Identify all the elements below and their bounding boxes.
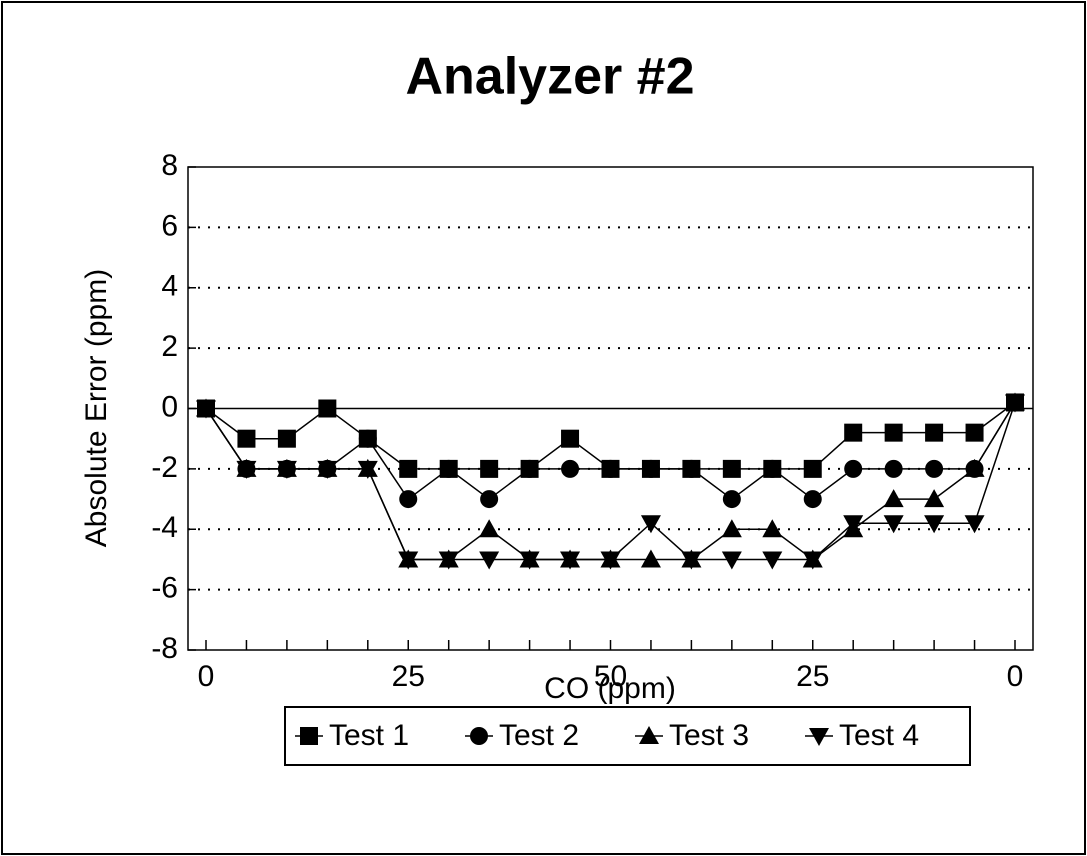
marker xyxy=(965,423,984,442)
marker xyxy=(844,423,863,442)
marker xyxy=(722,490,741,509)
marker xyxy=(560,551,581,570)
chart-title: Analyzer #2 xyxy=(405,48,694,106)
marker xyxy=(682,459,701,478)
marker xyxy=(762,519,783,538)
x-tick-label: 0 xyxy=(198,660,215,693)
marker xyxy=(925,459,944,478)
marker xyxy=(480,490,499,509)
marker xyxy=(883,489,904,508)
marker xyxy=(519,551,540,570)
marker xyxy=(236,460,257,479)
marker xyxy=(480,459,499,478)
marker xyxy=(318,399,337,418)
marker xyxy=(883,515,904,534)
y-tick-label: -6 xyxy=(151,572,178,605)
marker xyxy=(561,459,580,478)
marker xyxy=(276,460,297,479)
marker xyxy=(399,459,418,478)
y-tick-label: 6 xyxy=(161,209,178,242)
legend-box xyxy=(284,706,971,766)
marker xyxy=(600,551,621,570)
marker xyxy=(357,460,378,479)
marker xyxy=(681,551,702,570)
marker xyxy=(763,459,782,478)
y-tick-label: -8 xyxy=(151,632,178,665)
legend-label: Test 4 xyxy=(839,719,919,752)
marker xyxy=(399,490,418,509)
marker xyxy=(721,551,742,570)
marker xyxy=(884,459,903,478)
legend-label: Test 3 xyxy=(669,719,749,752)
y-tick-label: -2 xyxy=(151,451,178,484)
marker xyxy=(809,728,829,746)
marker xyxy=(762,551,783,570)
marker xyxy=(439,459,458,478)
marker xyxy=(639,726,659,744)
marker xyxy=(300,727,318,745)
marker xyxy=(398,551,419,570)
marker xyxy=(964,515,985,534)
legend-label: Test 1 xyxy=(329,719,409,752)
marker xyxy=(803,459,822,478)
marker xyxy=(237,429,256,448)
marker xyxy=(438,551,459,570)
marker xyxy=(277,429,296,448)
marker xyxy=(358,429,377,448)
marker xyxy=(561,429,580,448)
y-tick-label: 4 xyxy=(161,270,178,303)
marker xyxy=(844,459,863,478)
y-tick-label: 0 xyxy=(161,390,178,423)
marker xyxy=(925,423,944,442)
x-tick-label: 50 xyxy=(594,660,627,693)
y-axis-label: Absolute Error (ppm) xyxy=(80,269,113,547)
marker xyxy=(196,400,216,419)
marker xyxy=(884,423,903,442)
x-axis-label: CO (ppm) xyxy=(544,672,676,705)
legend: Test 1 Test 2 Test 3 Test 4 xyxy=(284,706,971,766)
x-tick-label: 25 xyxy=(796,660,829,693)
marker xyxy=(924,515,945,534)
marker xyxy=(1005,394,1025,413)
marker xyxy=(479,519,500,538)
y-tick-label: 2 xyxy=(161,330,178,363)
marker xyxy=(843,515,864,534)
marker xyxy=(520,459,539,478)
marker xyxy=(721,519,742,538)
x-tick-label: 25 xyxy=(392,660,425,693)
marker xyxy=(924,489,945,508)
marker xyxy=(640,549,661,568)
marker xyxy=(470,727,488,745)
marker xyxy=(802,551,823,570)
x-tick-label: 0 xyxy=(1007,660,1024,693)
y-tick-label: 8 xyxy=(161,149,178,182)
marker xyxy=(803,490,822,509)
marker xyxy=(317,460,338,479)
marker xyxy=(964,458,985,477)
marker xyxy=(479,551,500,570)
y-tick-label: -4 xyxy=(151,511,178,544)
legend-label: Test 2 xyxy=(499,719,579,752)
marker xyxy=(641,459,660,478)
marker xyxy=(601,459,620,478)
marker xyxy=(640,515,661,534)
marker xyxy=(722,459,741,478)
